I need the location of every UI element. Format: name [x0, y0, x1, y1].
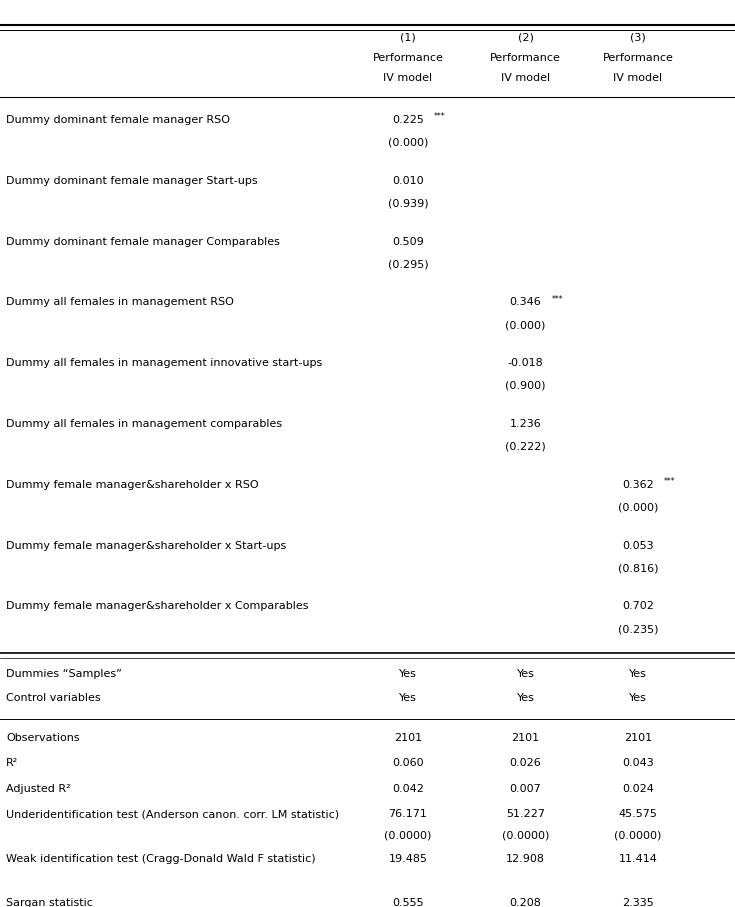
Text: R²: R²	[6, 758, 18, 768]
Text: Weak identification test (Cragg-Donald Wald F statistic): Weak identification test (Cragg-Donald W…	[6, 854, 315, 864]
Text: Adjusted R²: Adjusted R²	[6, 784, 71, 794]
Text: 0.060: 0.060	[392, 758, 424, 768]
Text: 0.053: 0.053	[622, 541, 654, 551]
Text: 0.362: 0.362	[622, 480, 654, 490]
Text: 0.346: 0.346	[509, 297, 542, 307]
Text: (0.000): (0.000)	[388, 138, 428, 148]
Text: Dummy female manager&shareholder x Start-ups: Dummy female manager&shareholder x Start…	[6, 541, 286, 551]
Text: IV model: IV model	[384, 73, 432, 83]
Text: Dummy female manager&shareholder x RSO: Dummy female manager&shareholder x RSO	[6, 480, 259, 490]
Text: (1): (1)	[400, 33, 416, 43]
Text: Yes: Yes	[629, 693, 647, 703]
Text: 0.007: 0.007	[509, 784, 542, 794]
Text: (0.0000): (0.0000)	[384, 831, 431, 841]
Text: Yes: Yes	[517, 693, 534, 703]
Text: IV model: IV model	[614, 73, 662, 83]
Text: 19.485: 19.485	[388, 854, 428, 864]
Text: 2101: 2101	[394, 733, 422, 743]
Text: Dummy dominant female manager RSO: Dummy dominant female manager RSO	[6, 115, 230, 125]
Text: Yes: Yes	[399, 693, 417, 703]
Text: Dummy dominant female manager Start-ups: Dummy dominant female manager Start-ups	[6, 176, 257, 186]
Text: (0.000): (0.000)	[618, 502, 658, 512]
Text: ***: ***	[551, 295, 563, 304]
Text: (0.816): (0.816)	[617, 563, 659, 573]
Text: Sargan statistic: Sargan statistic	[6, 898, 93, 907]
Text: (0.939): (0.939)	[387, 199, 429, 209]
Text: Dummies “Samples”: Dummies “Samples”	[6, 669, 122, 679]
Text: (0.000): (0.000)	[506, 320, 545, 330]
Text: Dummy all females in management comparables: Dummy all females in management comparab…	[6, 419, 282, 429]
Text: (2): (2)	[517, 33, 534, 43]
Text: 1.236: 1.236	[509, 419, 542, 429]
Text: 2.335: 2.335	[622, 898, 654, 907]
Text: 2101: 2101	[624, 733, 652, 743]
Text: ***: ***	[664, 477, 675, 486]
Text: 0.225: 0.225	[392, 115, 424, 125]
Text: Dummy all females in management innovative start-ups: Dummy all females in management innovati…	[6, 358, 322, 368]
Text: 0.509: 0.509	[392, 237, 424, 247]
Text: (0.900): (0.900)	[505, 381, 546, 391]
Text: Underidentification test (Anderson canon. corr. LM statistic): Underidentification test (Anderson canon…	[6, 809, 339, 819]
Text: Performance: Performance	[490, 53, 561, 63]
Text: 45.575: 45.575	[619, 809, 657, 819]
Text: IV model: IV model	[501, 73, 550, 83]
Text: -0.018: -0.018	[508, 358, 543, 368]
Text: (0.0000): (0.0000)	[502, 831, 549, 841]
Text: 0.026: 0.026	[509, 758, 542, 768]
Text: ***: ***	[434, 112, 445, 122]
Text: Yes: Yes	[629, 669, 647, 679]
Text: Dummy all females in management RSO: Dummy all females in management RSO	[6, 297, 234, 307]
Text: Yes: Yes	[517, 669, 534, 679]
Text: Performance: Performance	[373, 53, 443, 63]
Text: Dummy female manager&shareholder x Comparables: Dummy female manager&shareholder x Compa…	[6, 601, 309, 611]
Text: 0.208: 0.208	[509, 898, 542, 907]
Text: Yes: Yes	[399, 669, 417, 679]
Text: 0.042: 0.042	[392, 784, 424, 794]
Text: 0.702: 0.702	[622, 601, 654, 611]
Text: (0.222): (0.222)	[505, 442, 546, 452]
Text: Observations: Observations	[6, 733, 79, 743]
Text: 51.227: 51.227	[506, 809, 545, 819]
Text: 0.010: 0.010	[392, 176, 424, 186]
Text: 2101: 2101	[512, 733, 539, 743]
Text: 12.908: 12.908	[506, 854, 545, 864]
Text: (3): (3)	[630, 33, 646, 43]
Text: (0.0000): (0.0000)	[614, 831, 662, 841]
Text: (0.235): (0.235)	[617, 624, 659, 634]
Text: Control variables: Control variables	[6, 693, 101, 703]
Text: 0.555: 0.555	[392, 898, 424, 907]
Text: 76.171: 76.171	[389, 809, 427, 819]
Text: Dummy dominant female manager Comparables: Dummy dominant female manager Comparable…	[6, 237, 280, 247]
Text: 0.043: 0.043	[622, 758, 654, 768]
Text: 11.414: 11.414	[619, 854, 657, 864]
Text: (0.295): (0.295)	[387, 259, 429, 269]
Text: 0.024: 0.024	[622, 784, 654, 794]
Text: Performance: Performance	[603, 53, 673, 63]
